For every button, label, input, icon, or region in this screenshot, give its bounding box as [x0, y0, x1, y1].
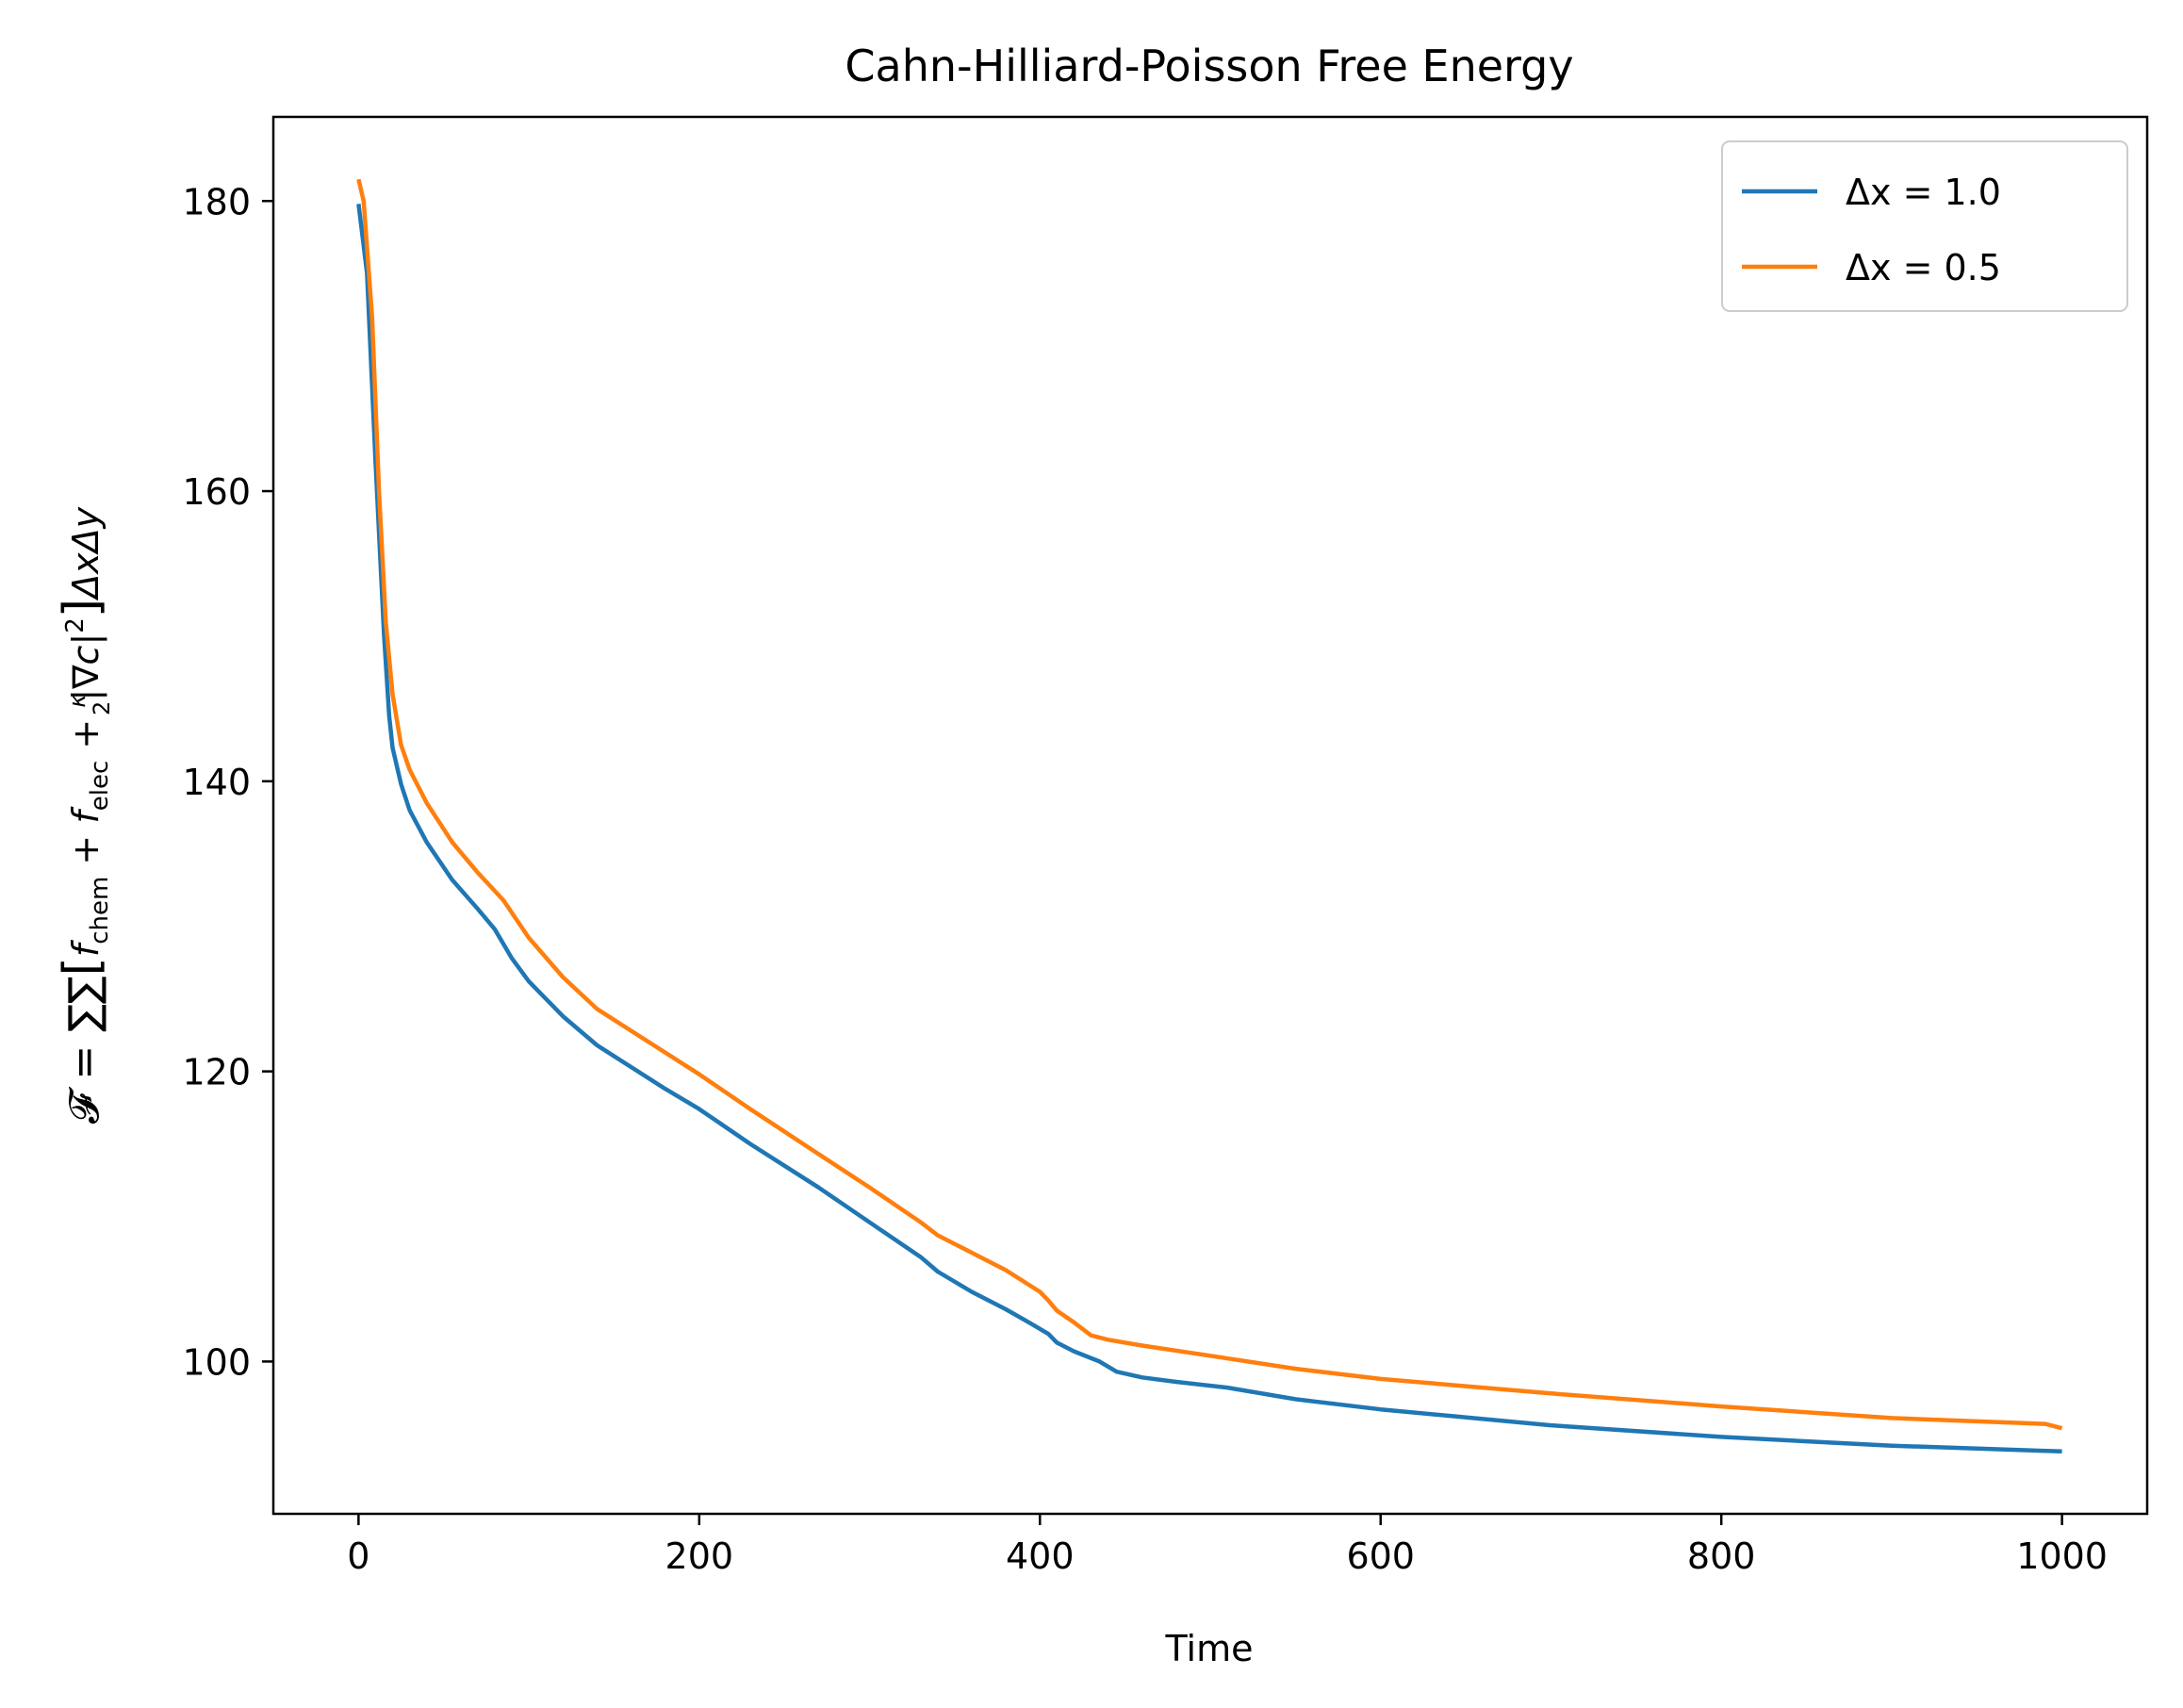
x-axis-label: Time [1165, 1628, 1254, 1669]
plot-lines [356, 178, 2063, 1454]
y-label-plus1: + [65, 824, 107, 877]
x-tick-label: 0 [347, 1536, 369, 1577]
y-label-lead: 𝓕 = ∑∑ [60, 976, 108, 1124]
series-line-dx-1-0 [356, 204, 2062, 1454]
x-tick-label: 1000 [2016, 1536, 2108, 1577]
y-label-sup: 2 [61, 617, 90, 633]
y-tick-label: 100 [182, 1341, 251, 1383]
y-tick-label: 120 [182, 1052, 251, 1093]
x-tick-label: 200 [665, 1536, 734, 1577]
y-label-sub1: chem [86, 877, 114, 944]
y-tick-label: 160 [182, 471, 251, 513]
legend: Δx = 1.0 Δx = 0.5 [1721, 140, 2128, 312]
y-axis: 100 120 140 160 180 [182, 181, 273, 1383]
y-tick-label: 180 [182, 181, 251, 222]
series-line-dx-0-5 [356, 178, 2063, 1431]
x-tick-label: 600 [1346, 1536, 1415, 1577]
chart-title: Cahn-Hilliard-Poisson Free Energy [845, 41, 1573, 91]
legend-label-dx-0-5: Δx = 0.5 [1846, 247, 2001, 288]
x-axis: 0 200 400 600 800 1000 [347, 1514, 2108, 1577]
y-tick-label: 140 [182, 762, 251, 803]
x-tick-label: 800 [1687, 1536, 1756, 1577]
y-label-grad: |∇c| [65, 633, 107, 701]
y-axis-label: 𝓕 = ∑∑[fchem + felec + κ 2|∇c|2]ΔxΔy [54, 506, 115, 1124]
legend-box [1721, 140, 2128, 312]
legend-label-dx-1-0: Δx = 1.0 [1846, 172, 2001, 213]
plot-frame [271, 115, 2149, 1516]
y-label-tail: ΔxΔy [65, 506, 107, 600]
x-tick-label: 400 [1006, 1536, 1075, 1577]
y-label-sub2: elec [86, 761, 114, 812]
y-label-two: 2 [89, 701, 115, 715]
y-label-plus2: + [65, 708, 107, 761]
y-label-kappa: κ [64, 694, 90, 708]
